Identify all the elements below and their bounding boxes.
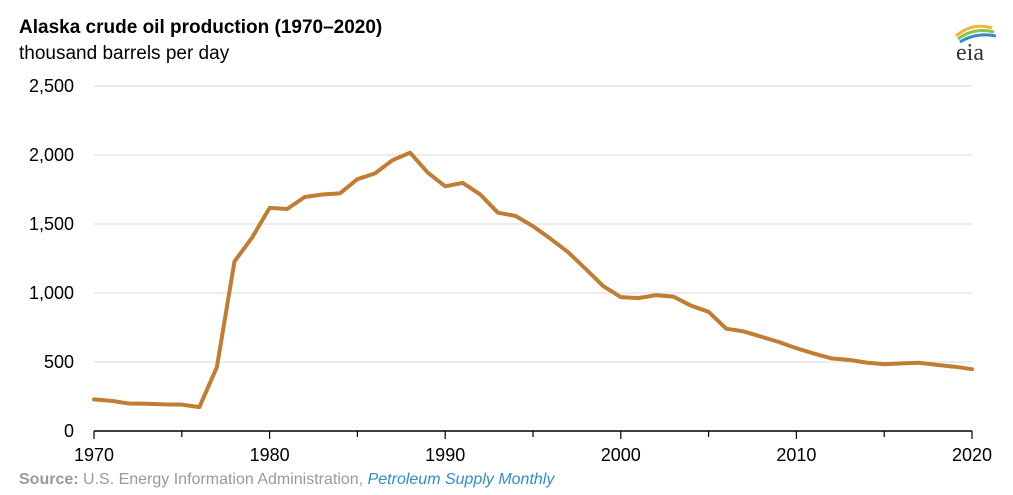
y-tick-label-1000: 1,000 bbox=[29, 283, 74, 303]
x-tick-label-2010: 2010 bbox=[776, 445, 816, 465]
eia-logo: eia bbox=[955, 24, 997, 64]
y-tick-label-500: 500 bbox=[44, 352, 74, 372]
chart-title: Alaska crude oil production (1970–2020) bbox=[19, 17, 383, 38]
y-tick-label-2000: 2,000 bbox=[29, 145, 74, 165]
y-tick-label-2500: 2,500 bbox=[29, 76, 74, 96]
x-tick-label-1970: 1970 bbox=[74, 445, 114, 465]
series-line-alaska-production bbox=[92, 150, 974, 410]
x-tick-label-1980: 1980 bbox=[250, 445, 290, 465]
y-tick-label-1500: 1,500 bbox=[29, 214, 74, 234]
x-tick-label-1990: 1990 bbox=[425, 445, 465, 465]
source-text: U.S. Energy Information Administration, bbox=[78, 471, 368, 488]
eia-logo-text: eia bbox=[956, 40, 984, 64]
x-tick-label-2000: 2000 bbox=[601, 445, 641, 465]
source-link[interactable]: Petroleum Supply Monthly bbox=[367, 471, 555, 488]
y-tick-label-0: 0 bbox=[64, 421, 74, 441]
source-note: Source: U.S. Energy Information Administ… bbox=[19, 471, 554, 489]
line-chart: 0 500 1,000 1,500 2,000 2,500 1970 1980 1990 2000… bbox=[29, 76, 992, 465]
chart-subtitle: thousand barrels per day bbox=[19, 43, 230, 64]
x-tick-label-2020: 2020 bbox=[952, 445, 992, 465]
source-label: Source: bbox=[19, 471, 79, 488]
